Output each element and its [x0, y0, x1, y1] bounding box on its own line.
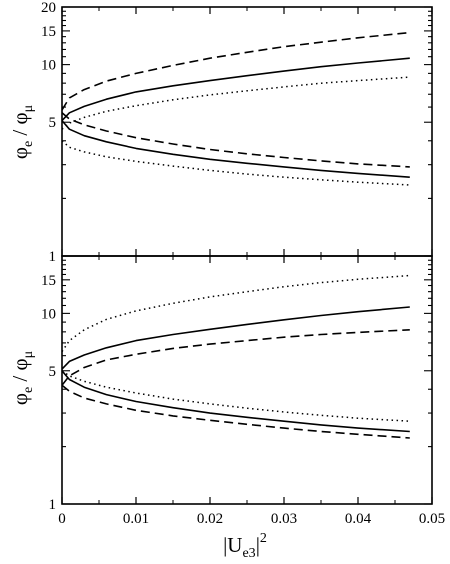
top-panel-frame: [61, 6, 433, 257]
top-y-tick-label: 5: [49, 115, 57, 131]
bottom-y-tick-label: 15: [41, 273, 56, 289]
bottom-x-tick-labels: 0 0.01 0.02 0.03 0.04 0.05: [58, 511, 445, 527]
top-series-dotted-4: [61, 76, 410, 130]
bottom-x-tick-label: 0.01: [123, 511, 149, 527]
bottom-series-dashed-2: [61, 329, 410, 386]
bottom-y-tick-label: 5: [49, 364, 57, 380]
top-ylabel-phi-e: φ: [8, 147, 32, 159]
bottom-x-tick-label: 0: [58, 511, 66, 527]
top-series-solid-0: [61, 57, 410, 122]
top-y-tick-label: 10: [41, 58, 56, 74]
bottom-x-tick-label: 0.05: [419, 511, 445, 527]
bottom-series-lines: [61, 274, 410, 439]
bottom-y-tick-label: 10: [41, 306, 56, 322]
bottom-x-tick-label: 0.02: [197, 511, 223, 527]
bottom-x-tick-label: 0.03: [271, 511, 297, 527]
bottom-series-solid-1: [61, 370, 410, 433]
top-series-dashed-3: [61, 112, 410, 168]
top-y-tick-label: 20: [41, 0, 56, 16]
bottom-series-dotted-5: [61, 370, 410, 422]
top-x-ticks: [61, 7, 433, 256]
bottom-ylabel-phi-e: φ: [8, 393, 32, 405]
bottom-x-ticks: [61, 256, 433, 504]
top-series-dashed-2: [61, 31, 410, 111]
bottom-x-tick-label: 0.04: [345, 511, 372, 527]
x-axis-label: |Ue3|2: [223, 531, 267, 561]
bottom-series-dashed-3: [61, 384, 410, 439]
top-ylabel-phi-mu: / φ: [8, 112, 32, 140]
top-series-dotted-5: [61, 140, 410, 186]
xlabel-main: |U: [223, 533, 242, 557]
bottom-ylabel-phi-mu: / φ: [8, 358, 32, 386]
top-y-tick-label: 1: [49, 249, 57, 265]
top-ylabel-sub-e: e: [21, 141, 36, 147]
xlabel-sup: 2: [260, 531, 267, 546]
top-y-tick-label: 15: [41, 24, 56, 40]
top-y-ticks: [62, 6, 432, 257]
bottom-y-tick-label: 1: [49, 497, 57, 513]
top-y-axis-label: φe / φμ: [8, 105, 36, 159]
xlabel-sub: e3: [242, 546, 255, 561]
bottom-ylabel-sub-e: e: [21, 387, 36, 393]
bottom-series-solid-0: [61, 306, 410, 370]
bottom-y-axis-label: φe / φμ: [8, 351, 36, 405]
bottom-y-ticks: [62, 255, 432, 505]
bottom-series-dotted-4: [61, 274, 410, 353]
top-series-lines: [61, 31, 410, 186]
bottom-ylabel-sub-mu: μ: [21, 351, 36, 359]
bottom-panel-frame: [61, 255, 433, 505]
xlabel-end: |: [256, 533, 260, 557]
top-ylabel-sub-mu: μ: [21, 105, 36, 113]
top-series-solid-1: [61, 120, 410, 178]
